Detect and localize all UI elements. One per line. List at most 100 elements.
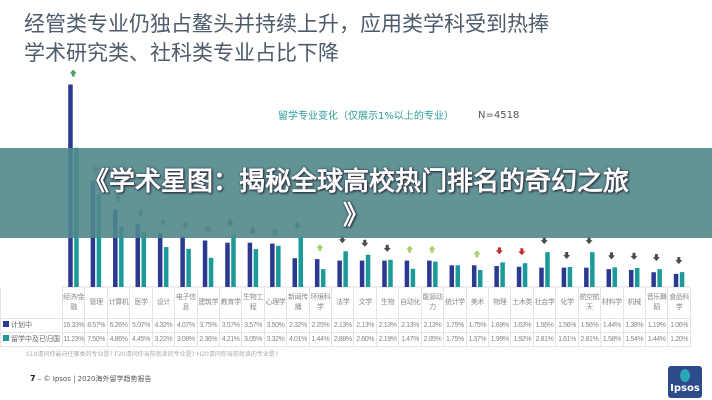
bar-returned bbox=[208, 257, 214, 287]
bar-returned bbox=[634, 267, 640, 287]
category-header: 机械 bbox=[622, 288, 646, 319]
category-header: 音乐舞蹈 bbox=[644, 288, 669, 319]
bar-returned bbox=[500, 262, 505, 287]
bar-returned bbox=[298, 237, 304, 287]
table-cell: 1.47% bbox=[398, 331, 422, 347]
arrow-down-icon bbox=[652, 254, 660, 262]
bar-planned bbox=[449, 265, 455, 287]
bar-planned bbox=[202, 240, 208, 287]
table-cell: 3.57% bbox=[241, 317, 265, 333]
banner-line-2: 》 bbox=[342, 201, 369, 231]
category-header: 社会学 bbox=[532, 288, 557, 319]
category-header: 管理 bbox=[84, 288, 108, 319]
bar-returned bbox=[186, 248, 191, 287]
table-cell: 2.32% bbox=[286, 317, 310, 333]
category-header: 统计学 bbox=[443, 288, 467, 319]
table-cell: 1.38% bbox=[622, 317, 646, 333]
table-cell: 3.08% bbox=[174, 331, 198, 347]
table-cell: 1.75% bbox=[443, 331, 467, 347]
category-header: 自动化 bbox=[398, 288, 422, 319]
table-cell: 3.05% bbox=[241, 331, 265, 347]
bar-planned bbox=[584, 267, 589, 287]
bar-returned bbox=[119, 226, 124, 287]
bar-planned bbox=[247, 242, 253, 287]
table-cell: 2.13% bbox=[420, 317, 445, 333]
category-header: 建筑学 bbox=[196, 288, 220, 319]
bar-planned bbox=[113, 209, 118, 287]
arrow-up-icon bbox=[473, 250, 481, 258]
table-cell: 4.21% bbox=[218, 331, 243, 347]
bar-returned bbox=[231, 234, 236, 287]
table-cell: 3.32% bbox=[263, 331, 288, 347]
table-cell: 8.57% bbox=[84, 317, 108, 333]
banner-line-1: 《学术星图：揭秘全球高校热门排名的奇幻之旅 bbox=[82, 167, 629, 197]
bar-returned bbox=[141, 231, 147, 287]
bar-returned bbox=[410, 268, 416, 287]
arrow-down-icon bbox=[518, 248, 526, 256]
ipsos-logo: Ipsos bbox=[668, 366, 702, 398]
table-cell: 2.05% bbox=[420, 331, 445, 347]
table-cell: 2.36% bbox=[196, 331, 220, 347]
bar-returned bbox=[590, 252, 595, 287]
table-cell: 1.44% bbox=[308, 331, 333, 347]
bar-planned bbox=[292, 258, 298, 287]
table-cell: 1.20% bbox=[667, 331, 691, 347]
bar-returned bbox=[343, 251, 348, 287]
table-cell: 4.01% bbox=[286, 331, 310, 347]
category-header: 土木类 bbox=[510, 288, 534, 319]
series-label: 计划中 bbox=[0, 317, 63, 333]
footer: 7 – © Ipsos | 2020海外留学趋势报告 bbox=[30, 374, 151, 384]
table-cell: 3.22% bbox=[151, 331, 176, 347]
series-label: 留学中及已归国 bbox=[0, 331, 63, 347]
headline-banner: 《学术星图：揭秘全球高校热门排名的奇幻之旅 》 bbox=[0, 148, 712, 238]
bar-planned bbox=[561, 267, 567, 287]
title-line-1: 经管类专业仍独占鳌头并持续上升，应用类学科受到热捧 bbox=[24, 12, 549, 36]
data-table: 经济/金融 管理 计算机 医学 设计 电子信息 建筑学 教育学 生物工程 心理学 新闻传播 环境科学法… bbox=[0, 288, 691, 347]
bar-returned bbox=[388, 259, 393, 287]
bar-planned bbox=[337, 260, 342, 287]
table-cell: 16.33% bbox=[61, 317, 86, 333]
category-header: 环境科学 bbox=[308, 288, 333, 319]
bar-planned bbox=[494, 266, 499, 287]
table-cell: 2.81% bbox=[577, 331, 602, 347]
table-cell: 6.26% bbox=[106, 317, 131, 333]
arrow-down-icon bbox=[540, 237, 548, 245]
table-cell: 4.32% bbox=[151, 317, 176, 333]
arrow-down-icon bbox=[630, 252, 638, 260]
table-cell: 1.61% bbox=[555, 331, 579, 347]
bar-returned bbox=[612, 267, 618, 287]
bar-returned bbox=[522, 263, 528, 287]
bar-planned bbox=[135, 224, 141, 287]
table-cell: 1.99% bbox=[488, 331, 512, 347]
category-header: 美术 bbox=[465, 288, 490, 319]
footer-text: – © Ipsos | 2020海外留学趋势报告 bbox=[37, 375, 152, 383]
table-cell: 1.37% bbox=[465, 331, 490, 347]
bar-planned bbox=[606, 269, 612, 287]
category-header: 新闻传播 bbox=[286, 288, 310, 319]
page-number: 7 bbox=[30, 374, 36, 383]
arrow-down-icon bbox=[361, 239, 369, 247]
arrow-up-icon bbox=[69, 69, 77, 77]
category-header: 化学 bbox=[555, 288, 579, 319]
bar-planned bbox=[539, 267, 544, 287]
arrow-down-icon bbox=[383, 244, 391, 252]
arrow-down-icon bbox=[563, 252, 571, 260]
bar-planned bbox=[651, 272, 656, 287]
bar-planned bbox=[180, 236, 185, 287]
bar-returned bbox=[163, 247, 169, 287]
bar-returned bbox=[679, 272, 685, 287]
series-swatch bbox=[3, 335, 9, 341]
sample-size: N=4518 bbox=[478, 110, 520, 121]
arrow-up-icon bbox=[428, 245, 436, 253]
table-cell: 1.19% bbox=[644, 317, 669, 333]
bar-planned bbox=[404, 260, 410, 287]
category-header: 医学 bbox=[129, 288, 153, 319]
arrow-down-icon bbox=[608, 252, 616, 260]
table-cell: 2.13% bbox=[353, 317, 377, 333]
table-cell: 1.44% bbox=[600, 317, 624, 333]
table-cell: 1.56% bbox=[532, 317, 557, 333]
bar-planned bbox=[628, 269, 634, 287]
table-cell: 2.13% bbox=[398, 317, 422, 333]
slide-title: 经管类专业仍独占鳌头并持续上升，应用类学科受到热捧 学术研究类、社科类专业占比下… bbox=[24, 10, 549, 68]
arrow-down-icon bbox=[495, 247, 503, 255]
